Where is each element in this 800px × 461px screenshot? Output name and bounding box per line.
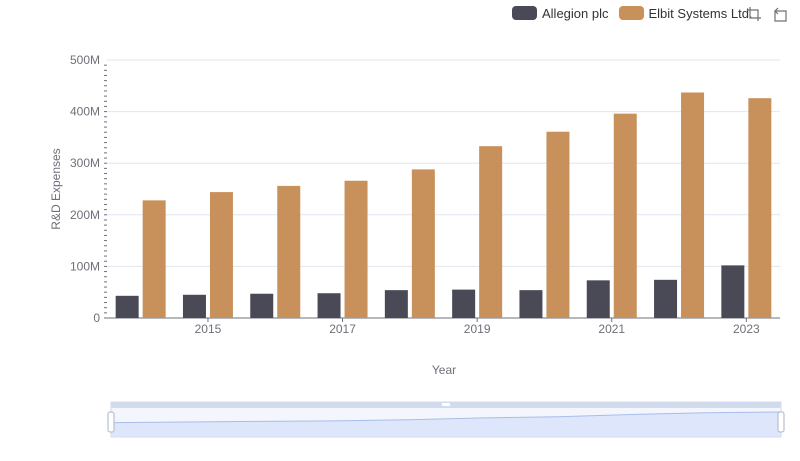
bar-allegion-2019	[452, 289, 476, 318]
bar-allegion-2018	[384, 290, 408, 318]
bar-allegion-2023	[721, 265, 745, 318]
bar-elbit-2017	[344, 180, 368, 318]
legend-label-allegion: Allegion plc	[542, 5, 609, 21]
legend-swatch-elbit	[618, 6, 644, 20]
legend-item-allegion[interactable]: Allegion plc	[512, 6, 609, 21]
bar-allegion-2016	[250, 293, 274, 318]
bar-elbit-2023	[748, 98, 772, 319]
legend-swatch-allegion	[512, 6, 537, 20]
y-tick-label: 300M	[70, 156, 100, 170]
legend-item-elbit[interactable]: Elbit Systems Ltd.	[618, 5, 753, 21]
y-axis-title: R&D Expenses	[49, 148, 63, 229]
zoom-icon[interactable]	[746, 6, 762, 22]
data-zoom-handle-right	[777, 411, 785, 433]
y-axis-ticks: 0 100M 200M 300M 400M 500M	[70, 53, 100, 325]
bar-elbit-2018	[411, 169, 435, 318]
legend-label-elbit: Elbit Systems Ltd.	[648, 5, 753, 21]
y-tick-label: 100M	[70, 259, 100, 273]
y-tick-label: 0	[93, 311, 100, 325]
x-axis-ticks: 2015 2017 2019 2021 2023	[195, 318, 760, 336]
x-tick-label: 2023	[733, 322, 760, 336]
bar-elbit-2015	[209, 192, 233, 318]
restore-icon[interactable]	[772, 6, 788, 22]
data-zoom-slider[interactable]	[107, 401, 785, 438]
bar-allegion-2020	[519, 290, 543, 318]
x-tick-label: 2019	[464, 322, 491, 336]
bar-allegion-2022	[654, 279, 678, 318]
y-tick-label: 400M	[70, 105, 100, 119]
data-zoom-preview-line	[110, 411, 782, 424]
x-tick-label: 2015	[195, 322, 222, 336]
bar-allegion-2015	[182, 294, 206, 318]
data-zoom-handle-left	[107, 411, 115, 433]
y-tick-label: 200M	[70, 208, 100, 222]
bar-elbit-2014	[142, 200, 166, 318]
bar-elbit-2016	[277, 185, 301, 318]
toolbox	[746, 6, 788, 22]
x-tick-label: 2021	[598, 322, 625, 336]
x-tick-label: 2017	[329, 322, 356, 336]
bar-elbit-2020	[546, 131, 570, 318]
bar-allegion-2017	[317, 293, 341, 318]
bar-elbit-2021	[613, 113, 637, 318]
data-zoom-preview-area	[111, 412, 781, 437]
bars	[115, 92, 772, 319]
y-tick-label: 500M	[70, 53, 100, 67]
bar-allegion-2021	[586, 280, 610, 318]
x-axis-title: Year	[432, 363, 456, 377]
bar-elbit-2019	[479, 146, 503, 318]
legend: Allegion plc Elbit Systems Ltd.	[512, 4, 753, 22]
bar-allegion-2014	[115, 295, 139, 318]
grid-lines	[104, 59, 780, 319]
bar-elbit-2022	[681, 92, 705, 319]
data-zoom-grip	[442, 403, 450, 406]
